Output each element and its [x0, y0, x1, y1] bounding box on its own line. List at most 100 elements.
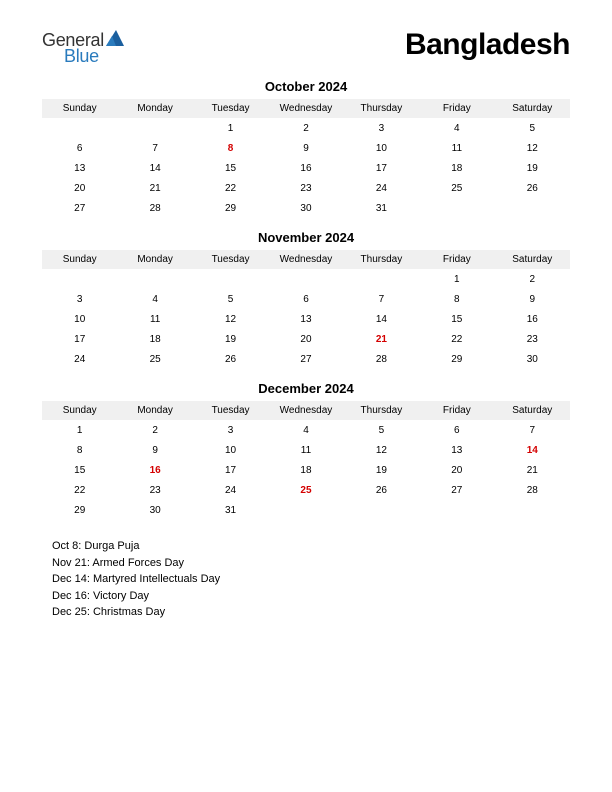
day-cell: 6	[42, 138, 117, 158]
day-cell: 18	[419, 158, 494, 178]
day-cell: 22	[193, 178, 268, 198]
day-cell	[419, 500, 494, 520]
day-cell: 19	[344, 460, 419, 480]
day-header: Monday	[117, 401, 192, 420]
day-header: Saturday	[495, 99, 570, 118]
month-title: December 2024	[42, 381, 570, 396]
day-cell: 11	[419, 138, 494, 158]
day-cell: 4	[117, 289, 192, 309]
day-header: Sunday	[42, 250, 117, 269]
day-cell: 28	[117, 198, 192, 218]
day-cell: 28	[344, 349, 419, 369]
day-cell: 16	[117, 460, 192, 480]
day-cell: 15	[42, 460, 117, 480]
day-header: Saturday	[495, 250, 570, 269]
day-cell: 5	[344, 420, 419, 440]
day-header: Saturday	[495, 401, 570, 420]
day-cell: 3	[42, 289, 117, 309]
day-cell: 30	[117, 500, 192, 520]
day-cell: 8	[42, 440, 117, 460]
day-header: Thursday	[344, 99, 419, 118]
day-cell: 13	[42, 158, 117, 178]
day-header: Friday	[419, 99, 494, 118]
day-cell: 29	[42, 500, 117, 520]
day-cell: 18	[268, 460, 343, 480]
day-cell: 8	[193, 138, 268, 158]
day-cell: 2	[495, 269, 570, 289]
day-cell: 9	[268, 138, 343, 158]
calendar-table: SundayMondayTuesdayWednesdayThursdayFrid…	[42, 250, 570, 369]
logo: General Blue	[42, 28, 124, 65]
day-cell: 20	[419, 460, 494, 480]
day-cell: 19	[193, 329, 268, 349]
day-cell: 16	[268, 158, 343, 178]
day-cell	[117, 269, 192, 289]
calendar-table: SundayMondayTuesdayWednesdayThursdayFrid…	[42, 401, 570, 520]
day-cell: 14	[344, 309, 419, 329]
holiday-line: Oct 8: Durga Puja	[52, 538, 570, 555]
day-cell: 14	[495, 440, 570, 460]
day-cell: 9	[117, 440, 192, 460]
month-title: October 2024	[42, 79, 570, 94]
day-cell: 10	[42, 309, 117, 329]
day-cell: 27	[268, 349, 343, 369]
day-cell	[42, 118, 117, 138]
month-block: December 2024 SundayMondayTuesdayWednesda…	[42, 381, 570, 520]
holiday-line: Dec 25: Christmas Day	[52, 604, 570, 621]
day-cell: 30	[268, 198, 343, 218]
page-title: Bangladesh	[405, 28, 570, 62]
day-cell: 17	[344, 158, 419, 178]
day-cell	[268, 500, 343, 520]
day-header: Tuesday	[193, 401, 268, 420]
calendar-container: October 2024SundayMondayTuesdayWednesday…	[42, 79, 570, 520]
day-cell: 23	[268, 178, 343, 198]
day-cell: 26	[495, 178, 570, 198]
logo-word-2: Blue	[64, 47, 124, 65]
day-header: Sunday	[42, 99, 117, 118]
day-cell: 25	[117, 349, 192, 369]
day-header: Sunday	[42, 401, 117, 420]
day-cell: 15	[193, 158, 268, 178]
holiday-line: Nov 21: Armed Forces Day	[52, 555, 570, 572]
day-header: Monday	[117, 99, 192, 118]
day-header: Wednesday	[268, 250, 343, 269]
day-cell: 20	[42, 178, 117, 198]
day-cell: 10	[344, 138, 419, 158]
day-cell: 28	[495, 480, 570, 500]
day-cell: 6	[268, 289, 343, 309]
day-cell: 17	[42, 329, 117, 349]
day-cell: 31	[344, 198, 419, 218]
day-cell: 2	[268, 118, 343, 138]
day-cell: 24	[42, 349, 117, 369]
day-cell: 3	[193, 420, 268, 440]
day-cell: 22	[42, 480, 117, 500]
day-cell: 11	[117, 309, 192, 329]
day-cell: 11	[268, 440, 343, 460]
day-cell: 6	[419, 420, 494, 440]
day-cell: 23	[117, 480, 192, 500]
day-cell: 12	[495, 138, 570, 158]
day-cell: 14	[117, 158, 192, 178]
day-cell: 31	[193, 500, 268, 520]
day-cell: 7	[344, 289, 419, 309]
day-cell: 15	[419, 309, 494, 329]
day-cell: 2	[117, 420, 192, 440]
day-header: Tuesday	[193, 99, 268, 118]
day-cell: 24	[344, 178, 419, 198]
day-cell: 12	[344, 440, 419, 460]
day-header: Thursday	[344, 401, 419, 420]
day-cell: 13	[419, 440, 494, 460]
month-block: October 2024SundayMondayTuesdayWednesday…	[42, 79, 570, 218]
day-cell: 13	[268, 309, 343, 329]
day-cell: 16	[495, 309, 570, 329]
day-header: Friday	[419, 401, 494, 420]
header: General Blue Bangladesh	[42, 28, 570, 65]
day-cell: 23	[495, 329, 570, 349]
day-cell: 4	[419, 118, 494, 138]
day-cell	[42, 269, 117, 289]
day-cell	[344, 500, 419, 520]
day-cell: 7	[117, 138, 192, 158]
day-cell: 25	[419, 178, 494, 198]
day-cell: 29	[193, 198, 268, 218]
day-cell	[419, 198, 494, 218]
